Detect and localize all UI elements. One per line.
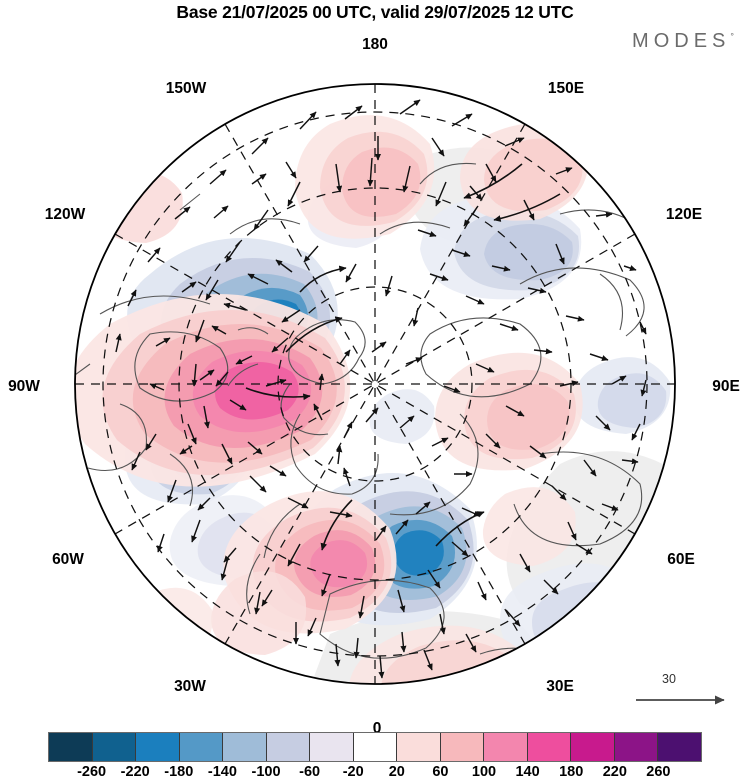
colorbar-swatch-10 [484, 733, 528, 761]
colorbar-tick--100: -100 [251, 764, 281, 780]
page-title: Base 21/07/2025 00 UTC, valid 29/07/2025… [176, 2, 574, 22]
reference-vector: 30 [628, 672, 738, 712]
lon-label-30W: 30W [174, 678, 206, 695]
colorbar-swatch-8 [397, 733, 441, 761]
colorbar-tick-100: 100 [471, 764, 497, 780]
colorbar-swatch-12 [571, 733, 615, 761]
colorbar-swatch-2 [136, 733, 180, 761]
colorbar-swatch-1 [92, 733, 137, 761]
lon-label-60W: 60W [52, 551, 84, 568]
colorbar-tick--140: -140 [207, 764, 237, 780]
reference-vector-arrow [636, 695, 725, 705]
colorbar-tick--220: -220 [120, 764, 150, 780]
map-fields [75, 84, 675, 684]
colorbar-swatch-7 [353, 733, 398, 761]
lon-label-180: 180 [362, 36, 388, 53]
wind-vectors [115, 99, 647, 679]
colorbar-ticks: -260 -220 -180 -140 -100 -60 -20 20 60 100 140 180 2… [48, 764, 702, 783]
colorbar-tick-260: 260 [646, 764, 671, 780]
coastlines [75, 162, 651, 661]
modes-logo: MODES° [632, 30, 734, 53]
polar-map[interactable]: 180 150W 120W 90W 60W 30W 0 30E 60E 90E … [0, 34, 750, 737]
colorbar-swatch-9 [440, 733, 485, 761]
lon-label-60E: 60E [667, 551, 695, 568]
colorbar-tick-140: 140 [515, 764, 540, 780]
wind-vectors-long [245, 163, 561, 551]
lon-label-150E: 150E [547, 80, 585, 97]
colorbar-swatch-6 [310, 733, 354, 761]
colorbar-tick--20: -20 [342, 764, 364, 780]
colorbar-swatch-13 [614, 733, 659, 761]
colorbar-tick-20: 20 [388, 764, 405, 780]
map-canvas [74, 83, 676, 685]
colorbar-tick-220: 220 [602, 764, 627, 780]
colorbar-swatch-3 [179, 733, 224, 761]
colorbar-swatch-14 [658, 733, 701, 761]
colorbar-swatch-11 [527, 733, 572, 761]
lon-label-90E: 90E [712, 378, 740, 395]
colorbar: -260 -220 -180 -140 -100 -60 -20 20 60 100 140 180 2… [0, 726, 750, 783]
lon-label-0: 0 [372, 720, 382, 737]
lon-label-90W: 90W [8, 378, 40, 395]
reference-vector-label: 30 [662, 672, 676, 686]
colorbar-tick--60: -60 [299, 764, 321, 780]
lon-label-120E: 120E [665, 206, 703, 223]
colorbar-tick--260: -260 [77, 764, 107, 780]
colorbar-tick-180: 180 [559, 764, 584, 780]
logo-text: MODES [632, 30, 731, 52]
colorbar-swatch-0 [49, 733, 93, 761]
globe-outline [74, 83, 676, 685]
colorbar-tick--180: -180 [164, 764, 194, 780]
colorbar-swatches [48, 732, 702, 762]
colorbar-swatch-5 [266, 733, 311, 761]
colorbar-tick-60: 60 [432, 764, 449, 780]
lon-label-120W: 120W [44, 206, 86, 223]
logo-mark: ° [730, 31, 734, 42]
lon-label-30E: 30E [546, 678, 574, 695]
colorbar-swatch-4 [223, 733, 267, 761]
lon-label-150W: 150W [165, 80, 207, 97]
